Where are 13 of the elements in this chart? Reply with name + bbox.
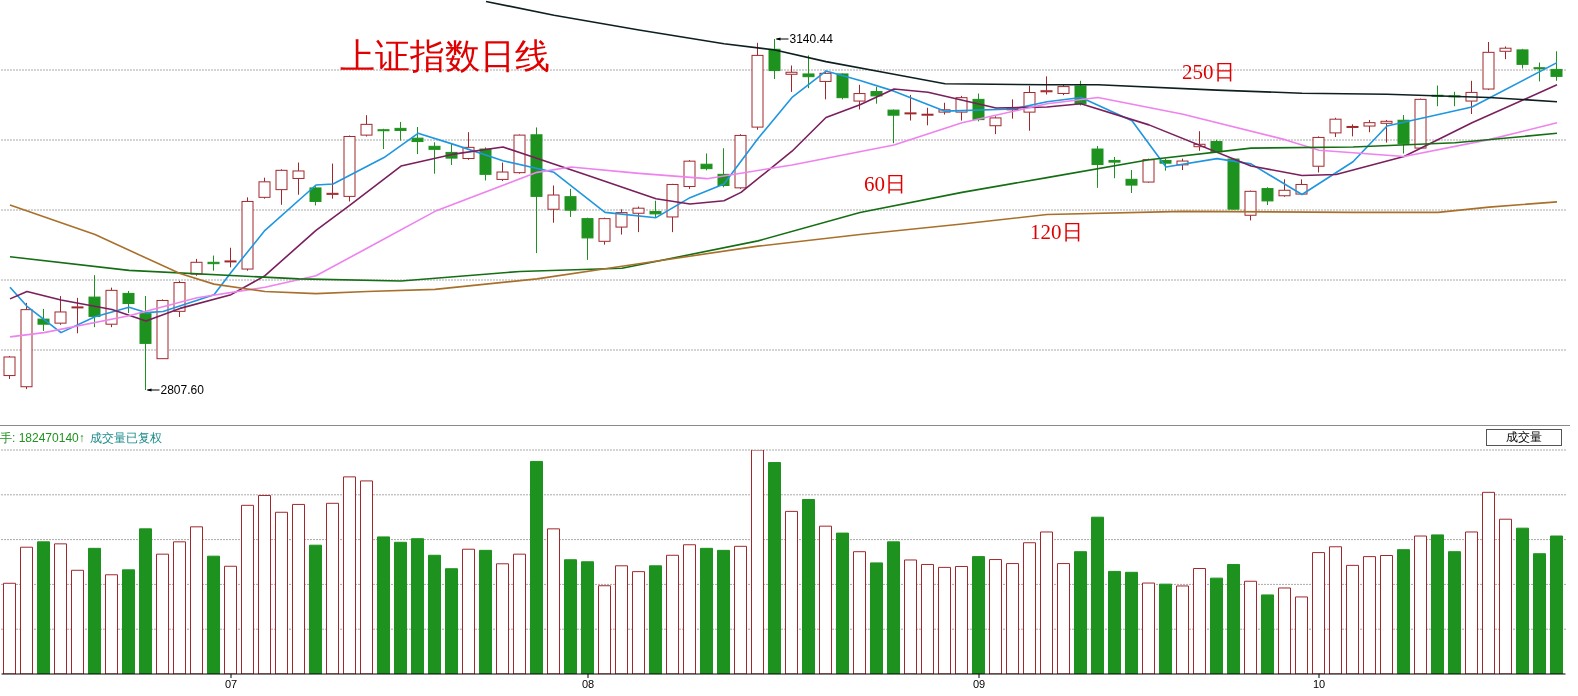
chart-title: 上证指数日线 (340, 36, 550, 78)
series-label: 60日 (864, 171, 906, 198)
text: 手: 182470140↑ (0, 431, 85, 446)
series-label: 120日 (1030, 219, 1083, 246)
series-label: 250日 (1182, 59, 1235, 86)
annotation: 3140.44 (789, 32, 834, 46)
text: 成交量 (1486, 429, 1562, 446)
x-tick-label: 07 (224, 677, 238, 690)
x-tick-label: 08 (581, 677, 595, 690)
annotation: 2807.60 (160, 383, 205, 397)
x-tick-label: 09 (972, 677, 986, 690)
text: 成交量已复权 (90, 431, 162, 446)
x-tick-label: 10 (1312, 677, 1326, 690)
